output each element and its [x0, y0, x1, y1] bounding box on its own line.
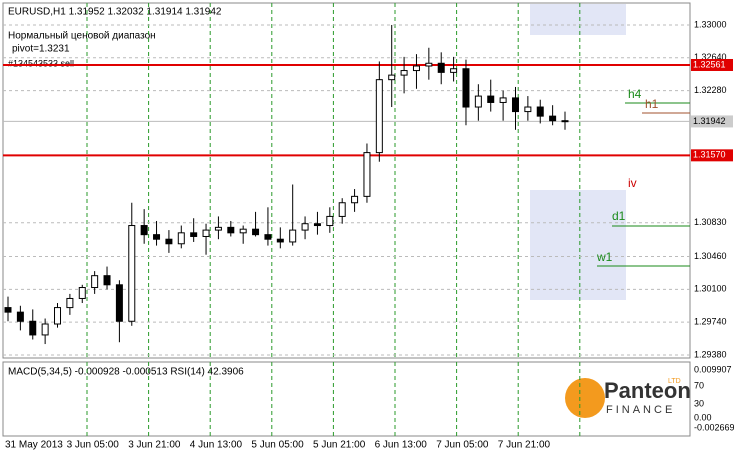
candle-body [388, 74, 396, 81]
macd-frame [2, 361, 691, 437]
candle-body [264, 234, 272, 240]
pivot-mark: d1 [612, 209, 626, 223]
candle-body [202, 229, 210, 237]
candle-body [214, 226, 222, 231]
candle-body [338, 202, 346, 217]
candle-body [301, 223, 309, 231]
macd-scale: 70 [694, 380, 704, 390]
macd-scale: 0.009907 [694, 364, 732, 374]
y-tick-label: 1.30100 [694, 284, 727, 294]
candle-body [462, 68, 470, 108]
range-note: Нормальный ценовой диапазон [8, 31, 156, 42]
candle-body [474, 95, 482, 108]
pivot-mark: w1 [596, 250, 613, 264]
y-tick-label: 1.29740 [694, 317, 727, 327]
main-frame [2, 2, 691, 359]
logo-sub: FINANCE [606, 404, 675, 416]
candle-body [524, 106, 532, 113]
level-tag [691, 149, 733, 162]
candle-body [425, 62, 433, 67]
pivot-mark: iv [628, 176, 637, 190]
x-tick-label: 7 Jun 21:00 [498, 440, 551, 451]
x-tick-label: 6 Jun 13:00 [375, 440, 428, 451]
level-tag [691, 58, 733, 71]
x-tick-label: 7 Jun 05:00 [436, 440, 489, 451]
candle-body [487, 95, 495, 103]
candle-body [54, 307, 62, 325]
candle-body [41, 323, 49, 336]
quote: EURUSD,H1 1.31952 1.32032 1.31914 1.3194… [8, 7, 222, 18]
level-label: 1.31570 [693, 150, 726, 160]
candle-body [561, 120, 569, 123]
x-tick-label: 31 May 2013 [5, 440, 63, 451]
candle-body [375, 79, 383, 154]
macd-scale: -0.002669 [694, 422, 734, 432]
pivot-mark: h1 [645, 97, 659, 111]
candle-body [326, 215, 334, 227]
zone [530, 190, 626, 300]
macd-title: MACD(5,34,5) -0.000928 -0.000513 RSI(14)… [8, 367, 244, 378]
candle-body [289, 229, 297, 243]
candle-body [239, 228, 247, 234]
candle-body [450, 68, 458, 73]
candle-body [29, 320, 37, 336]
candle-body [276, 238, 284, 243]
candle-body [153, 234, 161, 240]
candle-body [437, 62, 445, 73]
y-tick-label: 1.30830 [694, 217, 727, 227]
candle-body [91, 275, 99, 289]
x-tick-label: 5 Jun 05:00 [251, 440, 304, 451]
candle-body [252, 228, 260, 236]
order: #134543533 sell [8, 58, 74, 68]
candle-body [140, 225, 148, 236]
y-tick-label: 1.32640 [694, 52, 727, 62]
y-tick-label: 1.29380 [694, 349, 727, 359]
y-tick-label: 1.32280 [694, 85, 727, 95]
candle-body [549, 115, 557, 122]
zone [530, 4, 626, 35]
logo-tag: LTD [668, 378, 681, 385]
candle-body [16, 311, 24, 322]
x-tick-label: 5 Jun 21:00 [313, 440, 366, 451]
x-tick-label: 3 Jun 05:00 [67, 440, 120, 451]
x-tick-label: 3 Jun 21:00 [128, 440, 181, 451]
pivot: pivot=1.3231 [12, 44, 70, 55]
x-tick-label: 4 Jun 13:00 [190, 440, 243, 451]
candle-body [177, 232, 185, 245]
candle-body [165, 238, 173, 245]
candle-body [4, 307, 12, 313]
candle-body [78, 287, 86, 299]
candle-body [351, 195, 359, 204]
last-tag [691, 115, 733, 128]
candle-body [227, 226, 235, 234]
candle-body [363, 152, 371, 197]
candle-body [103, 275, 111, 286]
y-tick-label: 1.30460 [694, 251, 727, 261]
macd-scale: 0.00 [694, 412, 712, 422]
candle-body [66, 297, 74, 309]
candle-body [511, 97, 519, 113]
pivot-mark: h4 [628, 87, 642, 101]
candle-body [536, 106, 544, 117]
candle-body [128, 225, 136, 322]
candle-body [313, 223, 321, 227]
candle-body [499, 97, 507, 103]
candle-body [115, 284, 123, 322]
candle-body [412, 65, 420, 72]
y-tick-label: 1.33000 [694, 19, 727, 29]
macd-scale: 30 [694, 398, 704, 408]
candle-body [190, 232, 198, 237]
last-label: 1.31942 [693, 116, 726, 126]
logo-icon [565, 378, 605, 418]
candle-body [400, 70, 408, 76]
level-label: 1.32561 [693, 59, 726, 69]
logo-name: Panteon [604, 378, 691, 403]
